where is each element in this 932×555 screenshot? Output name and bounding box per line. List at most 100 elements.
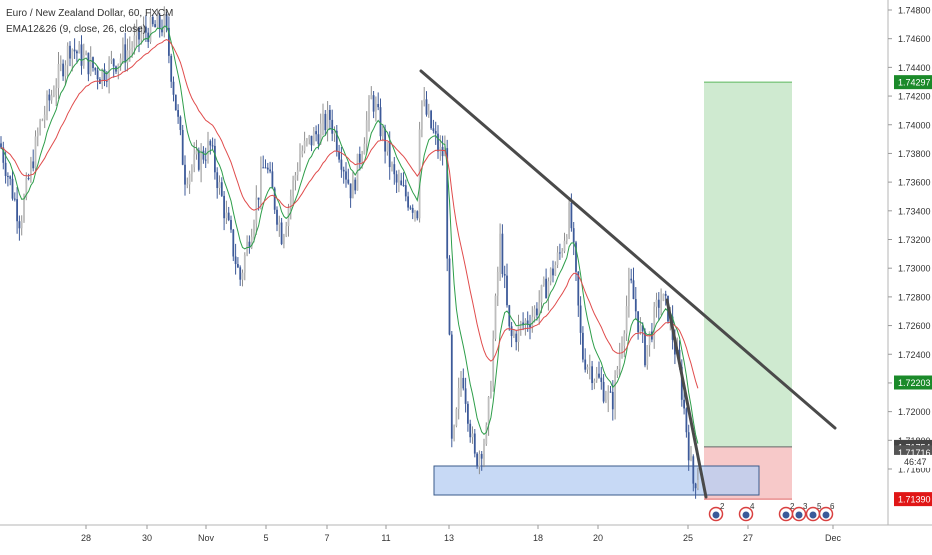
event-marker: 2 [778, 502, 795, 522]
candle-body [437, 133, 439, 152]
candle-body [85, 52, 87, 55]
candle-body [135, 27, 138, 36]
y-tick-label: 1.74000 [898, 120, 931, 130]
candle-body [683, 399, 685, 409]
candle-body [611, 391, 614, 410]
candle-body [11, 178, 14, 199]
x-tick-label: 5 [263, 533, 268, 543]
candle-body [333, 130, 336, 134]
candle-body [329, 109, 331, 120]
candle-body [565, 236, 568, 241]
candle-body [142, 26, 145, 35]
candle-body [266, 167, 269, 170]
candle-body [494, 295, 497, 339]
candle-body [517, 324, 520, 343]
candles [0, 6, 699, 499]
ema-lines [0, 25, 699, 444]
candle-body [388, 142, 391, 168]
candle-body [340, 159, 343, 170]
candle-body [685, 408, 688, 433]
candle-body [545, 278, 547, 299]
candle-body [471, 433, 474, 438]
candle-body [306, 139, 308, 141]
candle-body [391, 164, 393, 168]
candle-body [319, 123, 322, 144]
candle-body [230, 220, 232, 230]
candle-body [478, 453, 481, 467]
candle-body [303, 140, 306, 151]
candle-body [310, 135, 313, 146]
candle-body [147, 32, 150, 42]
candle-body [375, 103, 377, 112]
price-label-text: 1.72203 [898, 378, 931, 388]
candle-body [414, 211, 416, 213]
candle-body [87, 52, 90, 75]
candle-body [312, 131, 315, 146]
candle-body [480, 453, 483, 459]
y-tick-label: 1.73400 [898, 206, 931, 216]
candle-body [172, 81, 175, 95]
candle-body [644, 331, 646, 366]
candle-body [308, 135, 311, 140]
candle-body [372, 95, 375, 112]
y-tick-label: 1.72400 [898, 350, 931, 360]
candle-body [467, 403, 469, 424]
candle-body [549, 268, 552, 282]
candle-body [595, 373, 598, 381]
candle-body [4, 162, 7, 176]
candle-body [614, 375, 616, 410]
candle-body [694, 483, 697, 489]
candle-body [421, 101, 423, 130]
candle-body [563, 240, 566, 252]
candle-body [89, 57, 92, 75]
candle-body [322, 113, 324, 124]
candle-body [524, 320, 527, 325]
candle-body [338, 151, 340, 160]
price-label-bg [894, 75, 932, 90]
candle-body [264, 167, 267, 169]
candle-body [41, 119, 44, 121]
candle-body [586, 366, 589, 370]
ema-fast-line [0, 25, 699, 444]
candle-body [53, 94, 55, 96]
candle-body [243, 255, 246, 273]
candle-body [499, 233, 501, 273]
candle-body [287, 207, 290, 227]
candle-body [296, 170, 299, 176]
candle-body [165, 14, 168, 28]
candle-body [30, 161, 32, 179]
candle-body [193, 154, 196, 168]
y-tick-label: 1.73600 [898, 178, 931, 188]
candle-body [363, 143, 366, 155]
candle-body [588, 366, 591, 368]
candle-body [324, 113, 327, 131]
candle-body [455, 409, 458, 426]
candle-body [356, 153, 359, 191]
candle-body [331, 119, 334, 134]
candle-body [386, 142, 389, 152]
candle-body [138, 27, 140, 40]
candle-body [200, 150, 202, 170]
candle-body [18, 221, 21, 229]
candle-body [2, 147, 5, 163]
candle-body [634, 299, 637, 312]
event-marker: 3 [791, 502, 808, 522]
candle-body [690, 456, 692, 461]
candle-body [554, 264, 557, 276]
candle-body [416, 211, 419, 219]
x-tick-label: 20 [593, 533, 603, 543]
candle-body [177, 110, 179, 117]
candle-body [246, 241, 248, 256]
candle-body [204, 159, 207, 161]
candle-body [398, 180, 400, 183]
price-label-bg [894, 375, 932, 390]
y-tick-label: 1.74400 [898, 63, 931, 73]
candle-body [253, 223, 255, 237]
y-tick-label: 1.72800 [898, 292, 931, 302]
x-tick-label: 18 [533, 533, 543, 543]
candle-body [492, 338, 495, 387]
candle-body [462, 377, 465, 389]
candle-body [151, 16, 154, 25]
